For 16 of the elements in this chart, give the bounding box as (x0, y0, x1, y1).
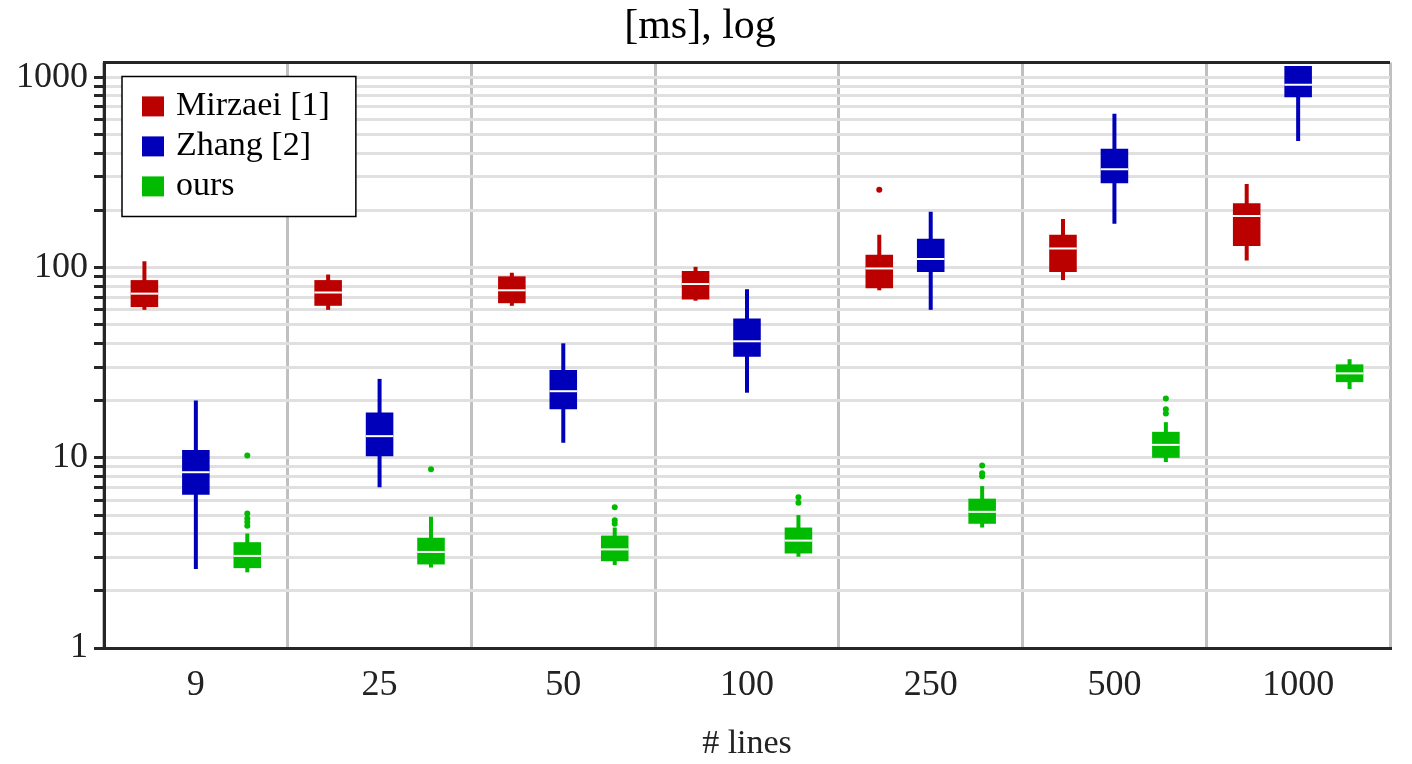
y-tick-label: 1000 (16, 54, 88, 95)
legend-label: Zhang [2] (176, 125, 312, 163)
y-tick-label: 100 (34, 245, 88, 286)
x-tick-label: 250 (903, 663, 958, 704)
x-tick-label: 9 (186, 663, 205, 704)
x-tick-label: 25 (361, 663, 398, 704)
y-tick-label: 10 (52, 435, 88, 476)
chart-title: [ms], log (624, 1, 776, 48)
x-tick-label: 100 (720, 663, 774, 704)
x-tick-label: 50 (545, 663, 582, 704)
legend-label: Mirzaei [1] (176, 85, 330, 123)
x-axis-title: # lines (702, 722, 792, 760)
x-tick-label: 1000 (1262, 663, 1335, 704)
y-tick-label: 1 (70, 625, 88, 666)
legend-label: ours (176, 165, 235, 203)
x-tick-label: 500 (1087, 663, 1142, 704)
